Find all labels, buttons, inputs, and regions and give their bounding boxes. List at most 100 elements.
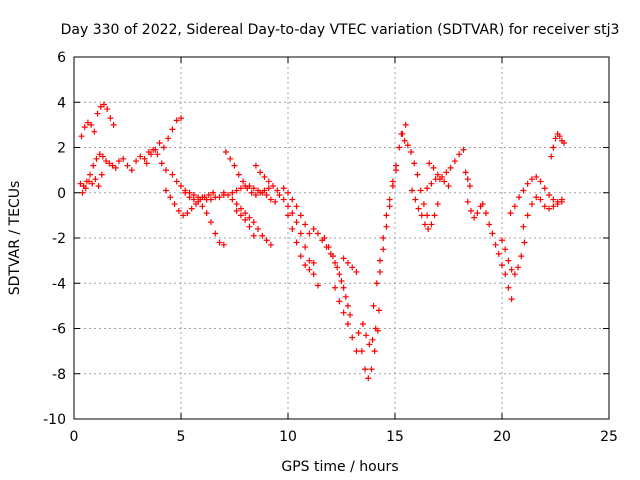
- data-point-marker: [90, 162, 97, 169]
- data-point-marker: [302, 244, 309, 251]
- data-point-marker: [175, 207, 182, 214]
- data-point-marker: [471, 214, 478, 221]
- data-point-marker: [508, 296, 515, 303]
- data-point-marker: [550, 144, 557, 151]
- data-point-marker: [533, 173, 540, 180]
- data-point-marker: [389, 182, 396, 189]
- data-points: [77, 101, 568, 382]
- data-point-marker: [556, 133, 563, 140]
- data-point-marker: [537, 178, 544, 185]
- data-point-marker: [310, 271, 317, 278]
- data-point-marker: [482, 210, 489, 217]
- data-point-marker: [340, 284, 347, 291]
- data-point-marker: [546, 205, 553, 212]
- data-point-marker: [216, 194, 223, 201]
- data-point-marker: [124, 162, 131, 169]
- data-point-marker: [310, 225, 317, 232]
- data-point-marker: [203, 210, 210, 217]
- data-point-marker: [237, 212, 244, 219]
- data-point-marker: [163, 187, 170, 194]
- data-point-marker: [451, 158, 458, 165]
- data-point-marker: [115, 158, 122, 165]
- data-point-marker: [464, 198, 471, 205]
- data-point-marker: [489, 230, 496, 237]
- data-point-marker: [462, 169, 469, 176]
- data-point-marker: [229, 189, 236, 196]
- data-point-marker: [409, 187, 416, 194]
- x-tick-label: 20: [493, 429, 511, 445]
- data-point-marker: [443, 169, 450, 176]
- data-point-marker: [178, 182, 184, 189]
- data-point-marker: [255, 225, 262, 232]
- data-point-marker: [250, 232, 257, 239]
- data-point-marker: [237, 185, 244, 192]
- data-point-marker: [528, 201, 535, 208]
- data-point-marker: [186, 189, 193, 196]
- data-point-marker: [340, 309, 347, 316]
- data-point-marker: [430, 164, 437, 171]
- data-point-marker: [507, 210, 514, 217]
- data-point-marker: [548, 153, 555, 160]
- data-point-marker: [508, 266, 515, 273]
- data-point-marker: [91, 128, 98, 135]
- y-tick-label: -10: [43, 412, 66, 428]
- data-point-marker: [398, 130, 405, 137]
- x-tick-label: 15: [386, 429, 404, 445]
- data-point-marker: [314, 230, 321, 237]
- data-point-marker: [408, 149, 415, 156]
- data-point-marker: [511, 203, 518, 210]
- y-tick-label: 2: [57, 141, 66, 157]
- data-point-marker: [380, 246, 387, 253]
- y-tick-label: -2: [52, 231, 66, 247]
- data-point-marker: [518, 253, 525, 260]
- data-point-marker: [546, 192, 553, 199]
- data-point-marker: [445, 182, 452, 189]
- data-point-marker: [99, 153, 106, 160]
- data-point-marker: [344, 320, 351, 327]
- y-tick-label: 4: [57, 95, 66, 111]
- data-point-marker: [160, 144, 167, 151]
- data-point-marker: [293, 219, 300, 226]
- data-point-marker: [365, 375, 372, 382]
- data-point-marker: [263, 237, 270, 244]
- data-point-marker: [344, 259, 351, 266]
- data-point-marker: [302, 262, 309, 269]
- data-point-marker: [270, 182, 277, 189]
- data-point-marker: [447, 164, 454, 171]
- x-tick-label: 5: [177, 429, 186, 445]
- data-point-marker: [396, 144, 403, 151]
- data-point-marker: [386, 203, 393, 210]
- data-point-marker: [231, 162, 238, 169]
- data-point-marker: [100, 101, 107, 108]
- data-point-marker: [88, 121, 95, 128]
- data-point-marker: [336, 298, 343, 305]
- data-point-marker: [106, 160, 113, 167]
- data-point-marker: [314, 282, 321, 289]
- data-point-marker: [171, 201, 178, 208]
- data-point-marker: [336, 271, 343, 278]
- data-point-marker: [424, 212, 431, 219]
- data-point-marker: [190, 192, 197, 199]
- data-point-marker: [353, 348, 360, 355]
- data-point-marker: [325, 244, 332, 251]
- data-point-marker: [96, 151, 103, 158]
- data-point-marker: [499, 262, 505, 269]
- data-point-marker: [93, 155, 100, 162]
- data-point-marker: [165, 135, 172, 142]
- data-point-marker: [293, 203, 300, 210]
- data-point-marker: [520, 187, 527, 194]
- data-point-marker: [516, 194, 523, 201]
- data-point-marker: [441, 178, 448, 185]
- data-point-marker: [363, 332, 370, 339]
- data-point-marker: [265, 185, 272, 192]
- data-point-marker: [182, 187, 189, 194]
- data-point-marker: [250, 185, 257, 192]
- data-point-marker: [252, 162, 259, 169]
- data-point-marker: [561, 139, 568, 146]
- data-point-marker: [188, 205, 195, 212]
- y-axis-label: SDTVAR / TECUs: [7, 181, 23, 296]
- data-point-marker: [169, 126, 176, 133]
- data-point-marker: [229, 196, 236, 203]
- data-point-marker: [499, 237, 505, 244]
- data-point-marker: [515, 264, 522, 271]
